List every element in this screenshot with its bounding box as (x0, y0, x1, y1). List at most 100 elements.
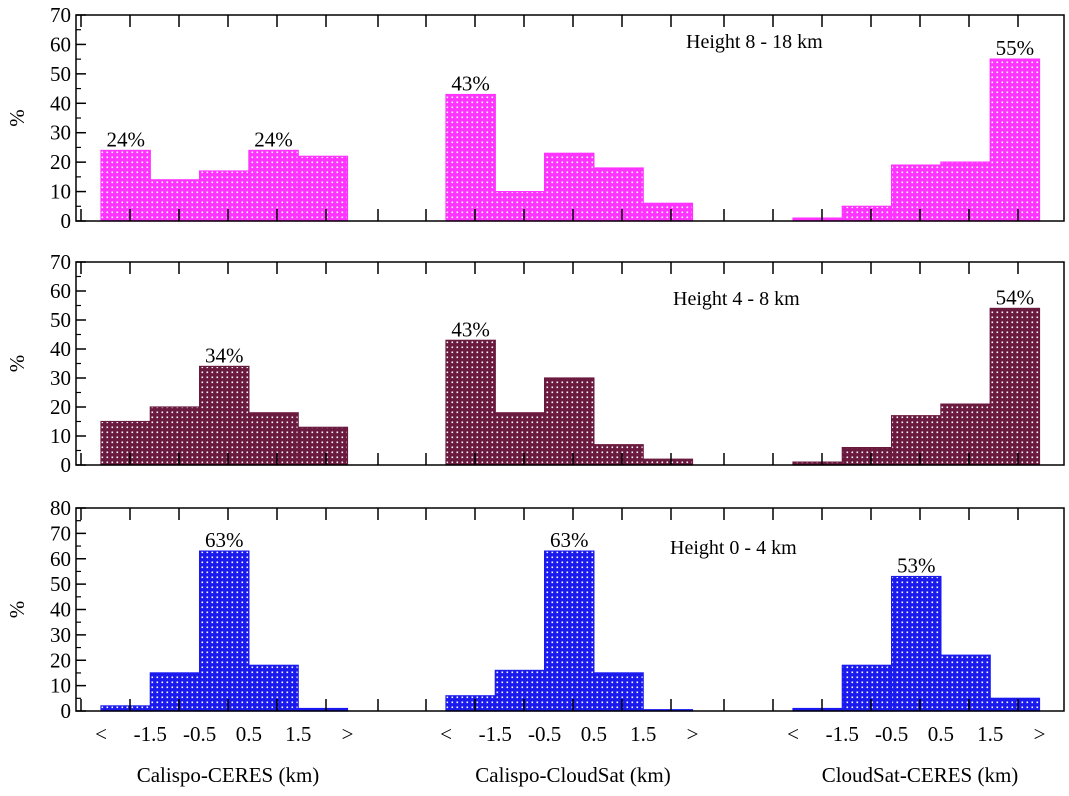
bar (199, 170, 250, 222)
data-label: 43% (451, 72, 490, 96)
bar (494, 669, 546, 712)
bar (149, 406, 201, 466)
y-tick-label: 20 (50, 150, 71, 174)
x-tick-label: 1.5 (977, 722, 1003, 746)
y-axis-label: % (5, 355, 29, 373)
y-tick-label: 30 (50, 121, 71, 145)
y-tick-label: 0 (61, 453, 72, 477)
x-tick-label: 0.5 (581, 722, 607, 746)
y-tick-label: 60 (50, 32, 71, 56)
y-tick-label: 70 (50, 521, 71, 545)
bar (593, 672, 644, 712)
y-tick-label: 30 (50, 623, 71, 647)
y-tick-label: 10 (50, 424, 71, 448)
x-tick-label: -1.5 (134, 722, 167, 746)
bar (100, 420, 151, 466)
x-tick-label: -0.5 (528, 722, 561, 746)
bar (989, 58, 1041, 222)
bar (100, 149, 151, 222)
bar (543, 550, 595, 712)
panel-title: Height 8 - 18 km (686, 31, 823, 53)
x-tick-label: -1.5 (826, 722, 859, 746)
data-label: 43% (451, 317, 490, 341)
bar (445, 695, 496, 712)
x-tick-label: > (342, 722, 354, 746)
bar (248, 412, 299, 466)
y-tick-label: 80 (50, 496, 71, 520)
bar (445, 93, 496, 222)
data-label: 55% (996, 36, 1035, 60)
bar (989, 697, 1041, 712)
y-tick-label: 50 (50, 308, 71, 332)
x-tick-label: 0.5 (928, 722, 954, 746)
bar (890, 575, 942, 712)
x-axis-label: CloudSat-CERES (km) (822, 763, 1019, 787)
y-tick-label: 30 (50, 366, 71, 390)
x-tick-label: > (687, 722, 699, 746)
y-tick-label: 40 (50, 91, 71, 115)
data-label: 63% (550, 528, 589, 552)
bar (494, 191, 546, 222)
bar (989, 307, 1041, 466)
bar (642, 458, 694, 466)
y-tick-label: 50 (50, 62, 71, 86)
data-label: 34% (205, 343, 244, 367)
x-tick-labels: < -1.5 -0.5 0.5 1.5 > < -1.5 -0.5 0.5 1.5 > < -1.5 -0.… (95, 722, 1045, 746)
bar (543, 152, 595, 222)
data-label: 53% (897, 554, 936, 578)
data-label: 54% (996, 285, 1035, 309)
bar (940, 403, 991, 466)
x-tick-label: 1.5 (285, 722, 311, 746)
y-tick-label: 50 (50, 572, 71, 596)
bar (890, 164, 942, 222)
panel-title: Height 4 - 8 km (673, 288, 800, 310)
bar (543, 377, 595, 466)
y-tick-label: 40 (50, 337, 71, 361)
x-tick-label: -0.5 (875, 722, 908, 746)
bar (297, 155, 349, 222)
x-tick-label: -1.5 (479, 722, 512, 746)
bar (494, 412, 546, 466)
bar (841, 447, 893, 466)
bar (841, 664, 893, 712)
bar (199, 365, 250, 466)
y-tick-label: 60 (50, 279, 71, 303)
bar (841, 205, 893, 222)
y-tick-label: 0 (61, 209, 72, 233)
x-tick-label: < (95, 722, 107, 746)
panel-2: 34% 43% 54% 0 10 20 30 40 50 60 70% Height 4 - 8 km (5, 250, 1065, 477)
bar (149, 179, 201, 222)
y-tick-label: 0 (61, 699, 72, 723)
y-tick-label: 20 (50, 648, 71, 672)
bar (593, 444, 644, 466)
bar (940, 161, 991, 222)
data-label: 63% (205, 528, 244, 552)
x-axis-label: Calispo-CERES (km) (137, 763, 320, 787)
bar (199, 550, 250, 712)
x-tick-label: > (1034, 722, 1046, 746)
bar (248, 149, 299, 222)
data-label: 24% (106, 127, 145, 151)
bar (642, 202, 694, 222)
y-axis-label: % (5, 109, 29, 127)
bar (593, 167, 644, 222)
y-tick-label: 20 (50, 395, 71, 419)
bar (248, 664, 299, 712)
panel-1: 24% 24% 43% 55% 0 10 20 30 40 50 60 70% Height 8 - 1… (5, 3, 1065, 233)
bar (297, 426, 349, 466)
data-label: 24% (254, 127, 293, 151)
x-tick-label: 0.5 (236, 722, 262, 746)
x-tick-label: < (440, 722, 452, 746)
bar (149, 672, 201, 712)
bar (445, 339, 496, 466)
bar (890, 415, 942, 466)
y-tick-label: 10 (50, 674, 71, 698)
y-tick-label: 10 (50, 180, 71, 204)
y-tick-label: 70 (50, 3, 71, 27)
x-tick-label: < (787, 722, 799, 746)
y-tick-label: 60 (50, 547, 71, 571)
y-tick-label: 40 (50, 598, 71, 622)
panel-title: Height 0 - 4 km (670, 537, 797, 559)
